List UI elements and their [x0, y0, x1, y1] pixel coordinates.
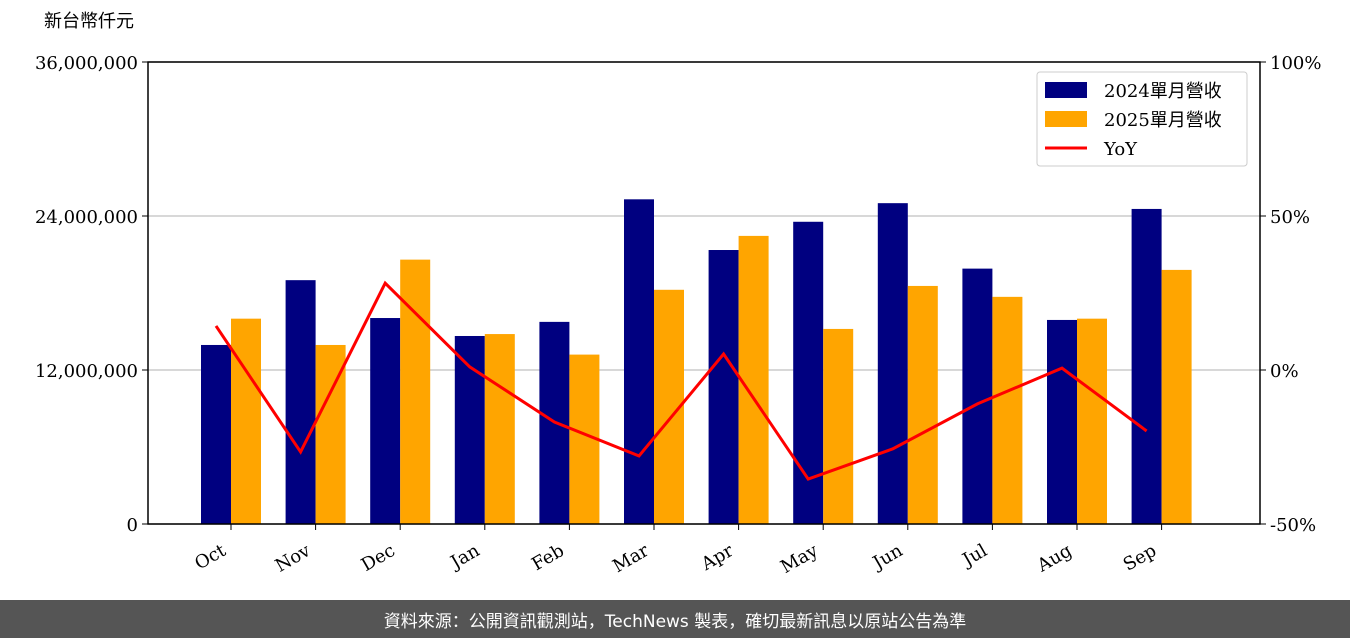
legend-label: YoY — [1103, 139, 1138, 160]
legend-swatch — [1045, 82, 1087, 98]
x-tick-label: Jul — [957, 540, 991, 572]
bar — [1077, 318, 1107, 524]
y-tick-label: 36,000,000 — [35, 53, 138, 74]
bar — [738, 235, 769, 524]
x-tick-label: Oct — [191, 540, 230, 575]
x-tick-label: May — [777, 540, 822, 578]
y2-tick-label: 100% — [1270, 53, 1321, 74]
bar — [708, 250, 739, 524]
y-tick-label: 12,000,000 — [35, 361, 138, 382]
bar — [992, 296, 1023, 524]
bar — [624, 199, 654, 525]
y2-tick-label: -50% — [1270, 515, 1316, 536]
bar — [1131, 208, 1162, 525]
x-tick-label: Aug — [1033, 540, 1076, 577]
bar — [907, 285, 938, 524]
x-tick-label: Nov — [272, 540, 315, 577]
bar — [454, 335, 485, 524]
bar — [484, 334, 515, 524]
x-tick-label: Dec — [358, 540, 399, 576]
chart: 新台幣仟元 0 12,000,000 24,000,000 36,000,000 -50… — [35, 11, 1322, 578]
footer: 資料來源：公開資訊觀測站，TechNews 製表，確切最新訊息以原站公告為準 — [0, 600, 1350, 638]
legend-box — [1036, 71, 1248, 167]
legend-swatch — [1045, 111, 1087, 127]
bar — [823, 328, 854, 524]
bar — [370, 318, 401, 524]
x-tick-label: Feb — [528, 540, 568, 575]
legend-label: 2024單月營收 — [1104, 81, 1222, 102]
bar — [201, 344, 231, 524]
x-tick-label: Jun — [868, 540, 907, 575]
bar — [877, 203, 908, 524]
y2-tick-label: 0% — [1270, 361, 1299, 382]
legend-label: 2025單月營收 — [1104, 110, 1222, 131]
x-tick-label: Mar — [609, 540, 653, 577]
x-tick-label: Sep — [1120, 540, 1160, 575]
plot-frame — [147, 61, 1261, 525]
y-tick-label: 0 — [127, 515, 138, 536]
bar — [793, 221, 824, 524]
bar — [400, 259, 431, 524]
yoy-line — [214, 280, 1148, 481]
bar — [231, 318, 261, 524]
bar — [285, 280, 316, 524]
y-axis-label: 新台幣仟元 — [44, 11, 134, 32]
bar — [1161, 269, 1192, 524]
x-tick-label: Jan — [445, 540, 483, 574]
bar — [1047, 319, 1077, 524]
y-tick-label: 24,000,000 — [35, 207, 138, 228]
x-tick-label: Apr — [697, 540, 737, 575]
y2-tick-label: 50% — [1270, 207, 1310, 228]
bar — [962, 268, 993, 524]
